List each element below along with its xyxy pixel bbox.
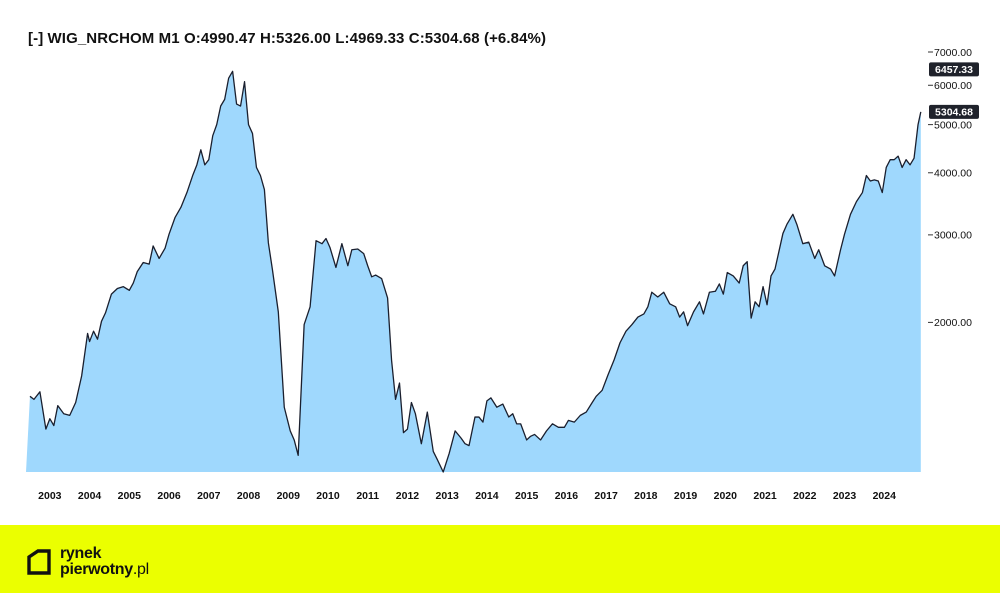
x-tick-label: 2006 (157, 490, 181, 502)
price-badge-label: 5304.68 (935, 107, 973, 119)
logo-text-line2: pierwotny.pl (60, 562, 149, 578)
logo-text-line1: rynek (60, 545, 102, 562)
x-tick-label: 2009 (277, 490, 301, 502)
logo-text-main: pierwotny (60, 561, 133, 578)
logo-mark-icon (27, 549, 51, 575)
x-tick-label: 2023 (833, 490, 857, 502)
series-line (29, 70, 922, 473)
x-tick-label: 2012 (396, 490, 420, 502)
y-tick-label: 6000.00 (934, 80, 972, 92)
x-tick-label: 2019 (674, 490, 698, 502)
x-tick-label: 2021 (753, 490, 777, 502)
x-tick-label: 2007 (197, 490, 221, 502)
x-tick-label: 2016 (555, 490, 579, 502)
y-axis: 2000.00 3000.00 4000.00 5000.00 6000.00 7000.… (928, 47, 972, 329)
x-tick-label: 2013 (435, 490, 459, 502)
footer-banner (0, 525, 1000, 593)
footer-logo: rynek pierwotny.pl (26, 546, 149, 578)
price-badge (929, 62, 979, 77)
y-tick-label: 7000.00 (934, 47, 972, 59)
chart-area: [-] WIG_NRCHOM M1 O:4990.47 H:5326.00 L:… (26, 30, 979, 502)
x-tick-label: 2017 (594, 490, 618, 502)
x-tick-label: 2018 (634, 490, 658, 502)
x-axis: 2003 2004 2005 2006 2007 2008 2009 2010 2011 2012… (38, 490, 896, 502)
x-tick-label: 2015 (515, 490, 539, 502)
logo-text: rynek pierwotny.pl (60, 546, 149, 578)
x-tick-label: 2011 (356, 490, 379, 502)
price-labels: 6457.33 5304.68 (929, 62, 979, 119)
y-tick-label: 3000.00 (934, 230, 972, 242)
x-tick-label: 2008 (237, 490, 261, 502)
x-tick-label: 2014 (475, 490, 499, 502)
price-badge (929, 104, 979, 119)
x-tick-label: 2022 (793, 490, 817, 502)
y-tick-label: 5000.00 (934, 119, 972, 131)
x-tick-label: 2010 (316, 490, 340, 502)
x-tick-label: 2005 (118, 490, 142, 502)
price-badge-label: 6457.33 (935, 64, 973, 76)
x-tick-label: 2020 (714, 490, 738, 502)
x-tick-label: 2024 (873, 490, 897, 502)
x-tick-label: 2003 (38, 490, 62, 502)
y-tick-label: 4000.00 (934, 168, 972, 180)
y-tick-label: 2000.00 (934, 317, 972, 329)
series-area-fill (26, 71, 921, 472)
area-layer (26, 70, 922, 473)
x-tick-label: 2004 (78, 490, 102, 502)
logo-text-tld: .pl (132, 561, 149, 578)
chart-svg: 2000.00 3000.00 4000.00 5000.00 6000.00 7000.… (26, 47, 979, 502)
chart-title: [-] WIG_NRCHOM M1 O:4990.47 H:5326.00 L:… (28, 30, 547, 47)
